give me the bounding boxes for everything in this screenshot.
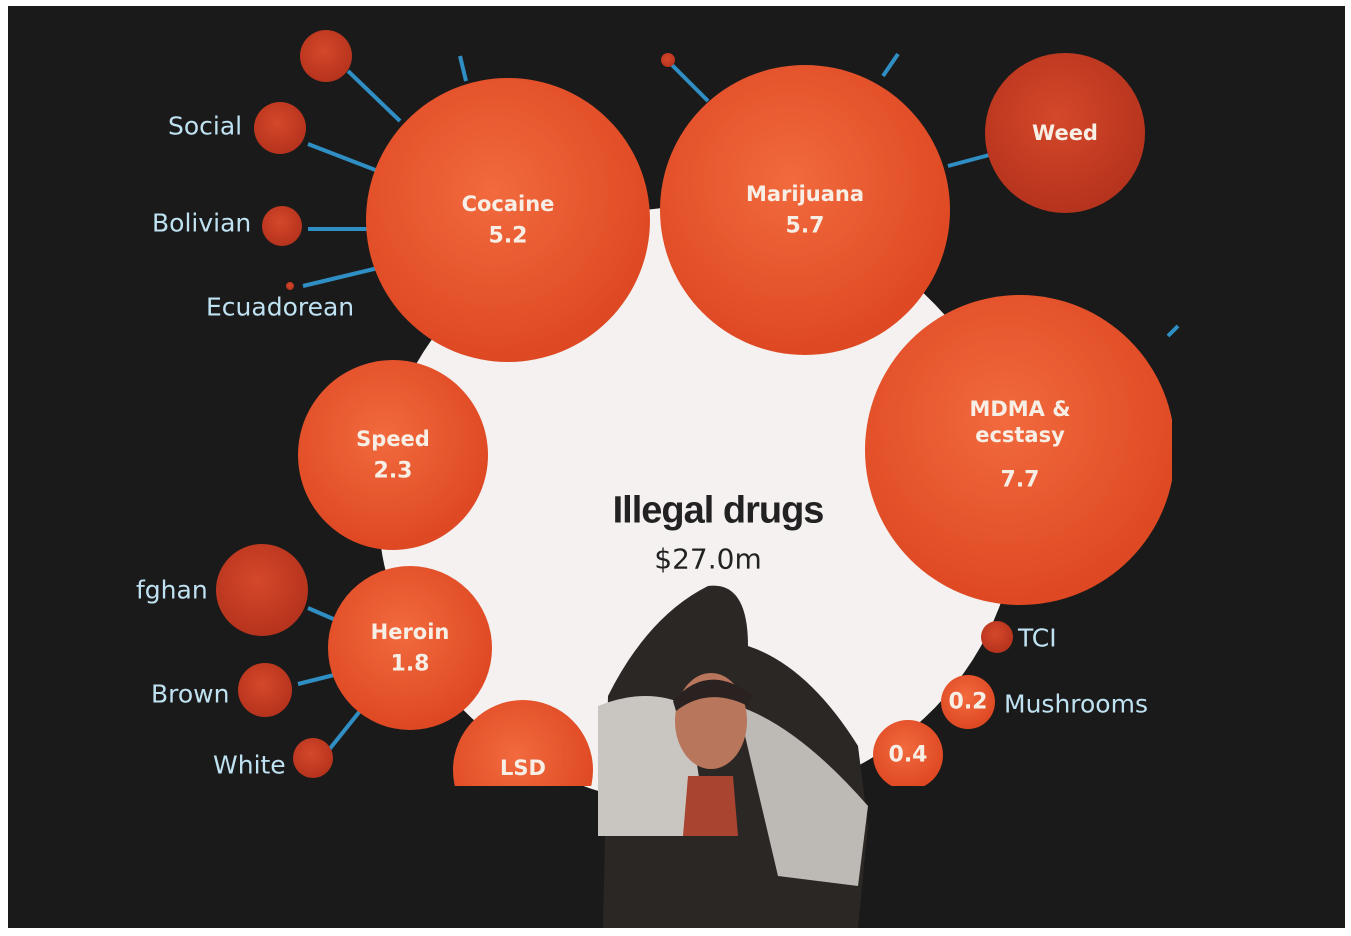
bubble-label: Heroin <box>330 619 490 645</box>
sub-bubble <box>216 544 308 636</box>
bubble <box>298 360 488 550</box>
bubble-label: MDMA & ecstasy <box>965 396 1075 449</box>
bubble-label: LSD <box>443 755 603 781</box>
bubble-value: 5.7 <box>786 214 825 239</box>
bubble-value: 0.4 <box>889 743 928 768</box>
side-label: TCI <box>1018 624 1057 653</box>
side-label: fghan <box>136 576 208 605</box>
sub-bubble <box>286 282 294 290</box>
sub-bubble <box>293 738 333 778</box>
bubble <box>328 566 492 730</box>
bubble <box>865 295 1175 605</box>
side-label: White <box>213 751 286 780</box>
side-label: Bolivian <box>152 209 251 238</box>
bubble-label: Marijuana <box>725 181 885 207</box>
page: Illegal drugs $27.0m Cocaine 5.2 Marijuana… <box>0 0 1351 936</box>
sub-bubble <box>238 663 292 717</box>
sub-bubble <box>254 102 306 154</box>
bubble <box>660 65 950 355</box>
bubble-value: 1.8 <box>391 652 430 677</box>
sub-bubble <box>981 621 1013 653</box>
bubble-value: 5.2 <box>489 224 528 249</box>
side-label: Social <box>168 112 242 141</box>
sub-bubble <box>300 30 352 82</box>
bubble-value: 0.2 <box>949 690 988 715</box>
side-label: Ecuadorean <box>206 293 354 322</box>
bubble <box>366 78 650 362</box>
side-label: Mushrooms <box>1004 690 1148 719</box>
bubble-label: Speed <box>313 426 473 452</box>
side-label: Brown <box>151 680 229 709</box>
sub-bubble <box>661 53 675 67</box>
total: $27.0m <box>654 543 761 576</box>
bubble-label: Weed <box>985 120 1145 146</box>
sub-bubble <box>262 206 302 246</box>
title: Illegal drugs <box>613 487 824 535</box>
bubble-label: Cocaine <box>428 191 588 217</box>
infographic: Illegal drugs $27.0m Cocaine 5.2 Marijuana… <box>8 6 1345 928</box>
bubble-value: 2.3 <box>374 459 413 484</box>
bubble-value: 7.7 <box>1001 468 1040 493</box>
